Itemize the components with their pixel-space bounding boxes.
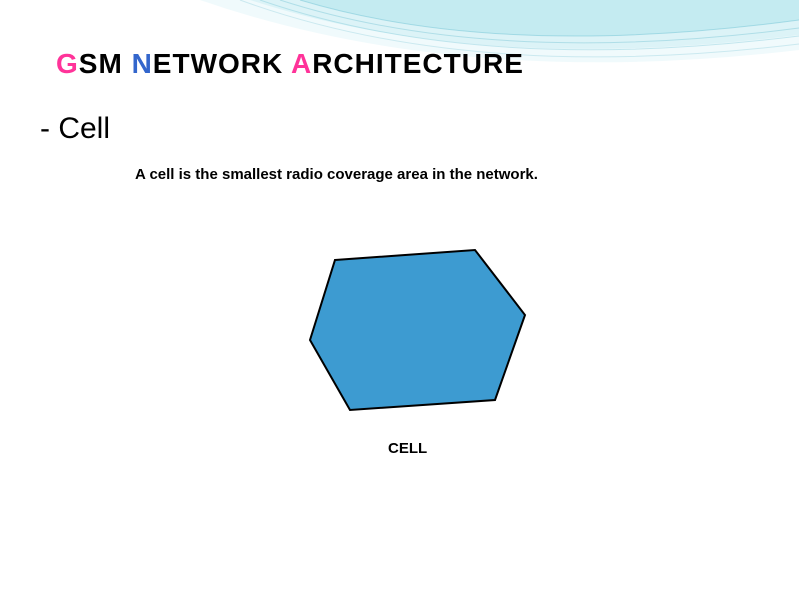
slide-description: A cell is the smallest radio coverage ar…	[135, 166, 538, 183]
diagram-label: CELL	[388, 440, 427, 457]
slide-title: GSM NETWORK ARCHITECTURE	[56, 48, 524, 80]
hexagon-shape	[310, 250, 525, 410]
title-letter-a: A	[291, 48, 312, 79]
title-letter-g: G	[56, 48, 79, 79]
title-rest3: RCHITECTURE	[312, 48, 524, 79]
slide-subtitle: - Cell	[40, 112, 110, 146]
title-rest1: SM	[79, 48, 132, 79]
hexagon-diagram	[300, 240, 530, 420]
title-rest2: ETWORK	[153, 48, 291, 79]
title-letter-n: N	[132, 48, 153, 79]
slide-container: GSM NETWORK ARCHITECTURE - Cell A cell i…	[0, 0, 799, 598]
hexagon-svg	[300, 240, 530, 420]
